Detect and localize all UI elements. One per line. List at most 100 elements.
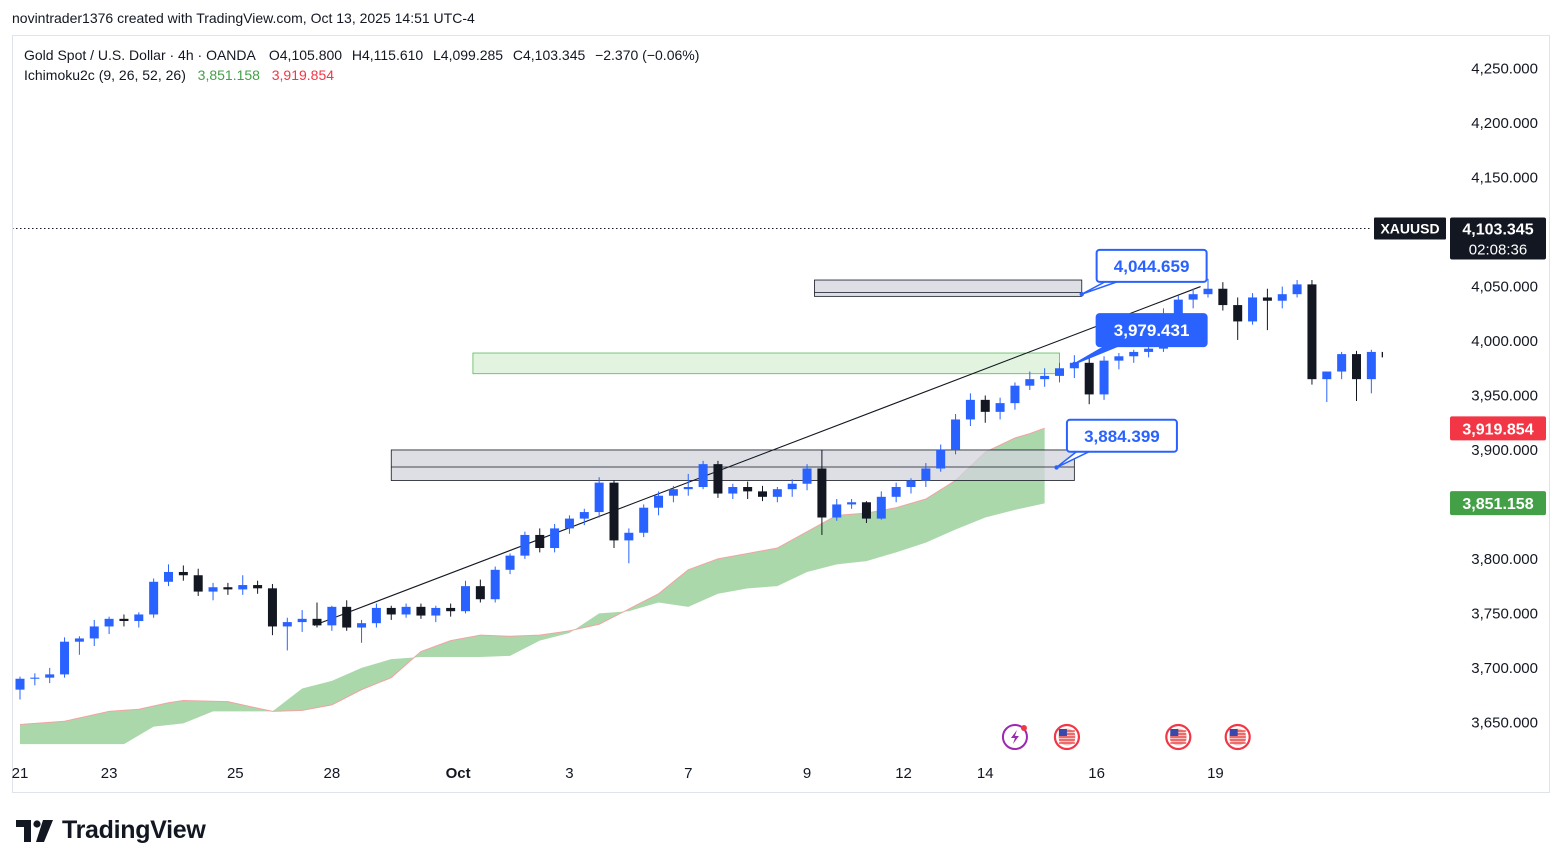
candle [609,480,619,549]
open-label: O [268,47,280,63]
candle [178,565,188,581]
y-tick-label: 3,700.000 [1471,660,1538,677]
candle-body [1322,371,1332,380]
lightning-event-icon[interactable] [1001,724,1028,750]
candle-body [1173,299,1183,314]
candle [772,487,782,503]
candle [713,460,723,498]
candle [1218,282,1228,311]
candle-body [832,504,842,518]
candle-body [253,585,263,589]
candle [1307,280,1317,385]
candle [594,477,604,518]
callout-anchor-dot [1072,361,1077,367]
indicator-legend-row[interactable]: Ichimoku2c (9, 26, 52, 26) 3,851.158 3,9… [24,65,699,85]
y-tick-label: 4,150.000 [1471,170,1538,187]
cloud-green-tag [1450,491,1546,516]
callout-label: 3,884.399 [1084,427,1160,446]
candle-body [906,480,916,488]
candle-body [654,495,664,508]
symbol-legend-row[interactable]: Gold Spot / U.S. Dollar · 4h · OANDA O4,… [24,45,699,65]
candle [980,395,990,423]
candle-body [461,586,470,612]
candle-body [1381,351,1383,358]
candle [1471,262,1480,276]
candle-body [921,468,931,481]
candle-body [74,638,84,642]
candle [327,605,337,631]
candle [1069,355,1079,379]
candle [104,616,114,635]
y-tick-label: 4,050.000 [1471,279,1538,296]
candle-body [1233,305,1243,322]
candle [787,479,797,497]
candle-body [104,618,114,627]
candle [1262,288,1272,331]
candle [579,508,589,526]
candle-body [149,581,159,615]
candle [1456,267,1465,294]
candle-body [609,482,619,541]
candle [832,498,842,521]
candle [45,667,55,684]
demand-zone-green [472,352,1060,375]
candle [639,504,649,538]
candle [936,444,946,472]
candle-body [861,502,871,519]
candle [282,617,292,651]
candle [995,397,1005,420]
ichimoku-cloud [20,428,1045,745]
candle-body [564,518,574,529]
candle [743,481,753,499]
callout-box [1095,248,1208,283]
x-tick-label: Oct [446,765,471,782]
candle-body [1441,290,1450,295]
candle [1426,294,1435,332]
candle-body [1426,295,1435,324]
candle-body [357,623,367,628]
candle-body [1099,360,1109,395]
candle-body [550,528,560,549]
cloud-red-label: 3,919.854 [1462,421,1533,438]
tradingview-logo[interactable]: TradingView [16,816,206,845]
chart-caption: novintrader1376 created with TradingView… [12,10,475,26]
candle-body [772,489,782,497]
candle [74,636,84,655]
chart-legend: Gold Spot / U.S. Dollar · 4h · OANDA O4,… [24,45,699,85]
candle-body [60,641,70,675]
us-flag-event-icon[interactable] [1224,723,1251,751]
y-tick-label: 4,250.000 [1471,61,1538,78]
candle-body [312,618,322,626]
candle-body [490,569,500,600]
candle [193,568,203,596]
candle-body [1456,270,1465,290]
candle [475,579,485,603]
trendline [313,286,1201,626]
x-tick-label: 16 [1088,765,1105,782]
candle-body [1144,348,1154,352]
candle [624,528,634,564]
callout-anchor-dot [1079,291,1084,297]
candle-body [1084,362,1094,395]
candle [490,566,500,603]
candle-body [371,607,381,624]
candle-body [683,487,693,490]
low-label: L [433,47,441,63]
candle [1084,357,1094,405]
candle-body [1055,368,1064,376]
candle [1397,352,1406,378]
candle [1322,371,1332,403]
close-value: 4,103.345 [523,47,586,63]
cloud-span-a-line [19,427,1045,725]
candle [1025,371,1035,391]
high-value: 4,115.610 [361,47,424,63]
us-flag-event-icon[interactable] [1053,723,1081,751]
candle [431,605,441,623]
candle-body [891,487,901,497]
chart-frame [12,35,1550,793]
candle-body [30,677,40,679]
high-label: H [351,47,362,63]
candle [1010,382,1020,410]
us-flag-event-icon[interactable] [1165,723,1192,751]
